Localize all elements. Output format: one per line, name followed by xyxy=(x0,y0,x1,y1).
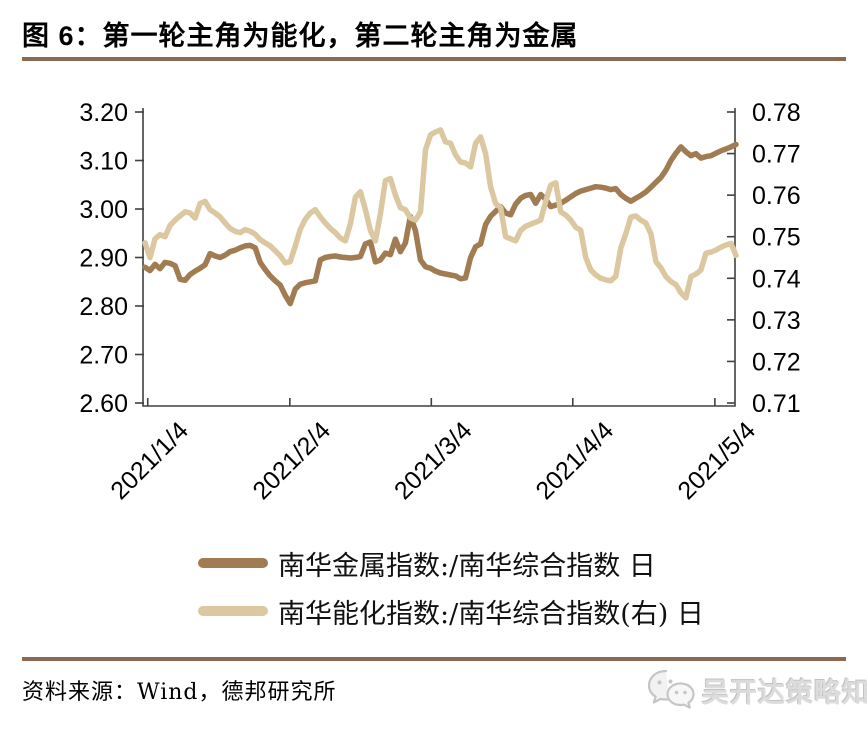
right-axis-tick-label: 0.72 xyxy=(752,348,801,376)
watermark: 吴开达策略知行 xyxy=(646,668,868,712)
figure-title: 图 6：第一轮主角为能化，第二轮主角为金属 xyxy=(22,21,579,51)
right-axis-tick-label: 0.73 xyxy=(752,307,801,335)
metal-ratio-line xyxy=(142,141,739,307)
legend-item-energy: 南华能化指数:/南华综合指数(右) 日 xyxy=(198,594,704,630)
left-axis-tick-label: 2.80 xyxy=(79,293,128,321)
right-axis-tick-label: 0.77 xyxy=(752,141,801,169)
right-axis-tick-label: 0.78 xyxy=(752,99,801,127)
left-axis-tick-label: 3.00 xyxy=(79,196,128,224)
right-axis-tick-label: 0.75 xyxy=(752,224,801,252)
energy-ratio-line xyxy=(142,127,739,301)
x-axis-tick-label: 2021/2/4 xyxy=(247,416,336,505)
title-divider-rule xyxy=(22,57,846,61)
energy-line-swatch xyxy=(198,606,268,616)
x-axis-tick-label: 2021/5/4 xyxy=(672,416,761,505)
left-axis-tick-label: 2.90 xyxy=(79,245,128,273)
left-axis-tick-label: 3.20 xyxy=(79,99,128,127)
left-axis-tick-label: 3.10 xyxy=(79,148,128,176)
metal-line-swatch xyxy=(198,558,268,568)
right-axis-tick-label: 0.74 xyxy=(752,265,801,293)
footer-divider-rule xyxy=(22,657,846,661)
x-axis-tick-label: 2021/3/4 xyxy=(389,416,478,505)
legend-label-energy: 南华能化指数:/南华综合指数(右) 日 xyxy=(278,598,704,630)
wechat-icon xyxy=(647,669,695,709)
watermark-text: 吴开达策略知行 xyxy=(702,677,868,708)
x-axis-tick-label: 2021/4/4 xyxy=(530,416,619,505)
left-axis-tick-label: 2.60 xyxy=(79,390,128,418)
data-source-note: 资料来源：Wind，德邦研究所 xyxy=(22,680,337,705)
x-axis-tick-label: 2021/1/4 xyxy=(105,416,194,505)
right-axis-tick-label: 0.71 xyxy=(752,390,801,418)
legend-label-metal: 南华金属指数:/南华综合指数 日 xyxy=(278,550,656,582)
chart-legend: 南华金属指数:/南华综合指数 日 南华能化指数:/南华综合指数(右) 日 xyxy=(198,546,704,642)
chart-axes xyxy=(142,108,736,407)
legend-item-metal: 南华金属指数:/南华综合指数 日 xyxy=(198,546,704,582)
left-axis-tick-label: 2.70 xyxy=(79,342,128,370)
right-axis-tick-label: 0.76 xyxy=(752,182,801,210)
